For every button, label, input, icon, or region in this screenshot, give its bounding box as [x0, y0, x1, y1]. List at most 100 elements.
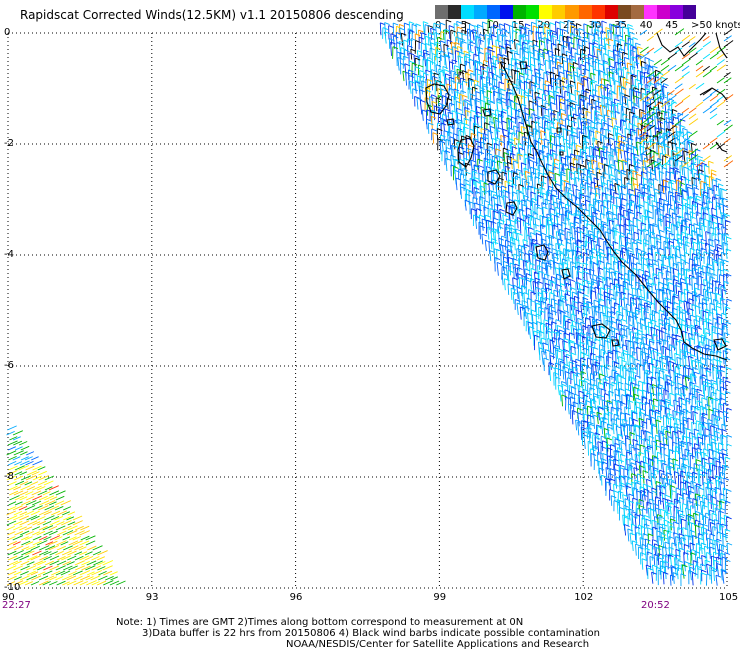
wind-barb-flag	[623, 223, 630, 227]
wind-barb-flag	[610, 306, 617, 310]
wind-barb-flag	[548, 316, 554, 320]
wind-barb-flag	[494, 154, 500, 158]
wind-barb-flag	[683, 261, 690, 264]
wind-barb-flag	[583, 285, 589, 289]
wind-barb-flag	[685, 218, 691, 222]
wind-barb-flag	[708, 220, 714, 224]
wind-barb-flag	[638, 252, 644, 256]
wind-barb-flag	[541, 267, 548, 270]
wind-barb-flag	[535, 121, 541, 124]
wind-barb-flag	[534, 299, 541, 303]
wind-barb-flag	[640, 318, 646, 322]
wind-barb	[479, 34, 482, 45]
wind-barb	[579, 99, 582, 114]
wind-barb-flag	[591, 146, 597, 150]
wind-barb	[644, 209, 647, 221]
wind-barb-flag	[567, 73, 573, 77]
wind-barb	[576, 240, 579, 255]
wind-barb-flag	[534, 82, 540, 86]
wind-barb-flag	[548, 171, 555, 175]
wind-barb-flag	[520, 34, 526, 38]
wind-barb-flag	[520, 88, 527, 92]
wind-barb-flag	[680, 124, 686, 128]
wind-barb-flag	[507, 140, 513, 144]
wind-barb-flag	[671, 223, 677, 227]
wind-barb-flag	[610, 255, 617, 259]
wind-barb-flag	[607, 310, 613, 314]
wind-barb	[537, 265, 539, 280]
wind-barb-flag	[414, 79, 421, 83]
wind-barb	[507, 127, 510, 140]
wind-barb-flag	[479, 225, 486, 229]
wind-barb-flag	[524, 243, 530, 247]
wind-barb-flag	[548, 185, 554, 189]
wind-barb	[574, 90, 577, 101]
wind-barb-flag	[430, 42, 437, 46]
wind-barb-flag	[474, 125, 480, 129]
wind-barb-flag	[448, 52, 454, 56]
wind-barb-flag	[396, 41, 402, 45]
colorbar-label: 45	[665, 20, 679, 31]
wind-barb	[657, 219, 660, 234]
wind-barb	[607, 30, 610, 44]
wind-barb-flag	[610, 101, 617, 104]
wind-barb-flag	[624, 56, 630, 60]
wind-barb-flag	[619, 234, 625, 238]
wind-barb-flag	[576, 203, 582, 207]
wind-barb-flag	[454, 138, 460, 142]
wind-barb-flag	[580, 304, 586, 308]
wind-barb-flag	[500, 72, 507, 76]
wind-barb-flag	[491, 112, 498, 116]
wind-barb-flag	[616, 178, 623, 182]
wind-barb-flag	[621, 247, 628, 251]
wind-barb-flag	[496, 203, 503, 207]
wind-barb-flag	[502, 189, 509, 193]
wind-barb-flag	[633, 104, 640, 108]
wind-barb	[660, 77, 662, 92]
wind-barb-flag	[392, 46, 399, 50]
wind-barb-flag	[562, 77, 568, 81]
wind-barb-flag	[641, 171, 647, 175]
wind-barb-flag	[603, 53, 609, 57]
wind-barb-flag	[642, 277, 648, 281]
wind-barb	[521, 275, 524, 286]
wind-barb-flag	[641, 66, 648, 70]
wind-barb-flag	[641, 153, 648, 157]
wind-barb-flag	[578, 192, 585, 196]
wind-barb-flag	[715, 305, 722, 309]
wind-barb-flag	[412, 62, 418, 66]
wind-barb-flag	[473, 122, 479, 126]
wind-barb-flag	[411, 38, 417, 41]
wind-barb-flag	[567, 231, 573, 235]
wind-barb-flag	[648, 59, 654, 62]
wind-barb-flag	[573, 135, 579, 139]
wind-barb-flag	[560, 232, 566, 236]
wind-barb-flag	[701, 224, 707, 228]
wind-barb-flag	[474, 140, 481, 144]
wind-barb-flag	[399, 23, 405, 27]
wind-barb-flag	[620, 169, 627, 173]
wind-barb-flag	[483, 96, 490, 100]
wind-barb-flag	[657, 120, 664, 124]
wind-barb-flag	[705, 308, 711, 312]
wind-barb	[637, 123, 640, 136]
wind-barb	[603, 37, 606, 51]
wind-barb-flag	[594, 110, 600, 114]
colorbar-label: 15	[511, 20, 525, 31]
wind-barb-flag	[573, 61, 579, 65]
wind-barb-flag	[528, 156, 534, 160]
colorbar-segment	[461, 5, 475, 19]
wind-barb-flag	[509, 119, 515, 123]
wind-barb	[531, 239, 535, 251]
wind-barb-flag	[526, 78, 532, 81]
wind-barb	[547, 141, 550, 156]
wind-barb-flag	[581, 53, 587, 57]
wind-barb-flag	[453, 165, 459, 169]
wind-barb	[449, 136, 452, 149]
wind-barb-flag	[468, 43, 474, 47]
wind-barb-flag	[723, 268, 729, 272]
wind-barb-flag	[548, 90, 555, 94]
wind-barb-flag	[614, 230, 620, 234]
wind-barb-flag	[461, 40, 467, 44]
wind-barb-flag	[568, 114, 574, 118]
